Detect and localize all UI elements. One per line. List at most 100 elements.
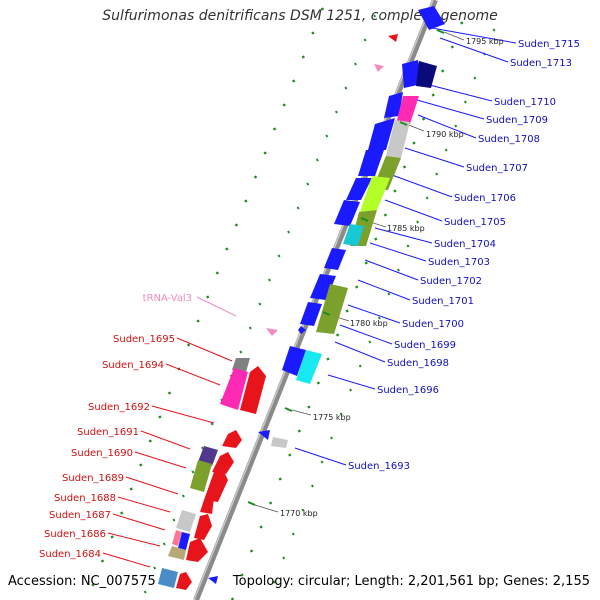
gc-dot	[268, 501, 273, 505]
gc-dot	[435, 172, 439, 176]
gene-label-suden-1709[interactable]: Suden_1709	[486, 115, 548, 126]
gc-dot	[248, 326, 252, 330]
gene-label-suden-1705[interactable]: Suden_1705	[444, 217, 506, 228]
gc-dot	[292, 79, 296, 83]
reverse-strand-genes	[208, 6, 445, 584]
gc-dot	[153, 566, 157, 570]
gene-label-suden-1692[interactable]: Suden_1692	[88, 402, 150, 413]
right-label-leaders	[294, 27, 517, 466]
gc-dot	[148, 439, 152, 443]
scale-label-1785: 1785 kbp	[387, 224, 425, 233]
gc-dot	[363, 38, 367, 42]
gene-label-suden-1691[interactable]: Suden_1691	[77, 427, 139, 438]
gc-dot	[425, 196, 429, 200]
gene-suden-1687	[176, 510, 196, 532]
gc-dot	[412, 141, 416, 145]
gene-suden-1684	[158, 568, 178, 588]
gc-dot	[315, 158, 319, 162]
gene-label-suden-1706[interactable]: Suden_1706	[454, 193, 516, 204]
gene-suden-1692	[222, 430, 242, 448]
gene-suden-1708b	[386, 120, 410, 158]
gc-dot	[311, 31, 315, 35]
gene-label-suden-1700[interactable]: Suden_1700	[402, 319, 464, 330]
gc-dot	[234, 223, 239, 227]
gc-dot	[383, 213, 388, 217]
gene-red-top	[388, 34, 398, 42]
forward-strand-genes	[158, 34, 398, 590]
trna-label[interactable]: tRNA-Val3	[143, 293, 192, 304]
gc-dot	[186, 343, 191, 347]
gene-label-suden-1707[interactable]: Suden_1707	[466, 163, 528, 174]
gene-label-suden-1715[interactable]: Suden_1715	[518, 39, 580, 50]
gc-dot	[374, 237, 378, 241]
gene-label-suden-1690[interactable]: Suden_1690	[71, 448, 133, 459]
gene-label-suden-1713[interactable]: Suden_1713	[510, 58, 572, 69]
gene-suden-1713b	[416, 61, 437, 88]
gc-dot	[345, 309, 349, 313]
gene-suden-1693b	[271, 437, 288, 448]
gene-suden-1695	[232, 358, 250, 372]
gene-suden-1686	[172, 530, 182, 546]
gene-suden-1696b	[296, 350, 322, 384]
gc-dot	[402, 165, 407, 169]
gene-suden-1686d	[186, 538, 208, 562]
gene-label-suden-1703[interactable]: Suden_1703	[428, 257, 490, 268]
gc-dot	[393, 189, 397, 193]
gc-dot	[416, 220, 420, 224]
gc-dot	[100, 559, 105, 563]
gc-dot	[272, 127, 277, 131]
gene-suden-1706	[346, 178, 372, 200]
genome-title: Sulfurimonas denitrificans DSM 1251, com…	[102, 8, 498, 24]
gene-suden-1709	[396, 96, 419, 124]
gene-suden-1696	[282, 346, 306, 376]
gc-dot	[387, 292, 391, 296]
gc-dot	[258, 302, 262, 306]
gene-suden-1708	[368, 118, 395, 150]
gc-dot	[239, 350, 243, 354]
gene-label-suden-1702[interactable]: Suden_1702	[420, 276, 482, 287]
gene-label-suden-1694[interactable]: Suden_1694	[102, 360, 164, 371]
gc-dot	[139, 463, 143, 467]
gene-suden-1715	[418, 6, 445, 30]
gene-suden-1701	[310, 274, 336, 300]
gene-suden-1702	[324, 248, 346, 270]
gc-dot	[215, 271, 219, 275]
gc-dot	[364, 261, 368, 265]
gene-label-suden-1708[interactable]: Suden_1708	[478, 134, 540, 145]
gene-label-suden-1684[interactable]: Suden_1684	[39, 549, 101, 560]
gc-dot	[259, 525, 263, 529]
gc-dot	[396, 268, 400, 272]
gc-dot	[431, 93, 435, 97]
gene-label-suden-1696[interactable]: Suden_1696	[377, 385, 439, 396]
gc-dot	[373, 14, 377, 18]
gc-dot	[201, 446, 204, 450]
gene-label-suden-1688[interactable]: Suden_1688	[54, 493, 116, 504]
gc-dot	[268, 278, 271, 282]
gene-label-suden-1686[interactable]: Suden_1686	[44, 529, 106, 540]
gene-label-suden-1701[interactable]: Suden_1701	[412, 296, 474, 307]
gc-dot	[143, 590, 147, 594]
gc-dot	[191, 470, 195, 474]
gene-suden-1705	[334, 200, 360, 226]
gene-label-suden-1699[interactable]: Suden_1699	[394, 340, 456, 351]
gene-suden-1694b	[240, 366, 266, 414]
gene-label-suden-1695[interactable]: Suden_1695	[113, 334, 175, 345]
gc-dot	[344, 86, 348, 90]
gc-dot	[310, 484, 314, 488]
gene-label-suden-1698[interactable]: Suden_1698	[387, 358, 449, 369]
gc-dot	[330, 436, 333, 440]
gc-dot	[307, 405, 311, 409]
gc-dot	[354, 62, 357, 66]
gc-dot	[377, 316, 381, 320]
gc-dot	[454, 124, 458, 128]
gene-label-suden-1689[interactable]: Suden_1689	[62, 473, 124, 484]
gene-suden-1699	[316, 284, 348, 334]
gene-label-suden-1687[interactable]: Suden_1687	[49, 510, 111, 521]
gene-label-suden-1710[interactable]: Suden_1710	[494, 97, 556, 108]
gc-dot	[240, 573, 244, 577]
gene-label-suden-1704[interactable]: Suden_1704	[434, 239, 496, 250]
gene-label-suden-1693[interactable]: Suden_1693	[348, 461, 410, 472]
gc-dot	[158, 415, 162, 419]
gc-dot	[282, 103, 286, 107]
